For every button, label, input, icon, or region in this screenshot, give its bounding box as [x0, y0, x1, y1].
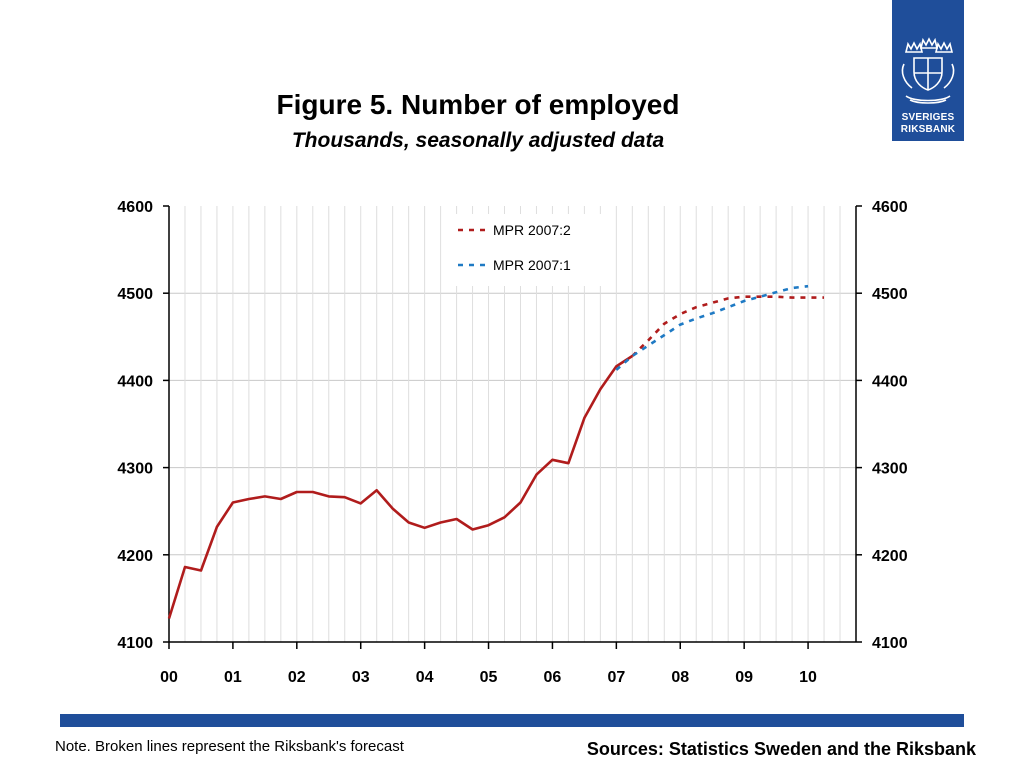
x-tick-label: 01 [224, 669, 242, 686]
x-tick-label: 02 [288, 669, 306, 686]
y-axis-labels-right: 4100 4200 4300 4400 4500 4600 [872, 199, 908, 652]
y-tick-label-right: 4100 [872, 635, 908, 652]
y-tick-label-left: 4200 [117, 548, 153, 565]
series-line-mpr-2007-1 [615, 284, 809, 371]
footnote: Note. Broken lines represent the Riksban… [55, 738, 404, 755]
x-tick-label: 03 [352, 669, 370, 686]
riksbank-logo: SVERIGES RIKSBANK [892, 0, 964, 141]
x-tick-label: 09 [735, 669, 753, 686]
chart-title: Figure 5. Number of employed [276, 89, 680, 120]
logo-text-line2: RIKSBANK [900, 124, 956, 135]
y-tick-label-left: 4600 [117, 199, 153, 216]
series-line-outcome [167, 354, 634, 619]
series-line-mpr-2007-2 [631, 295, 824, 357]
x-tick-label: 04 [416, 669, 434, 686]
employment-line-chart: MPR 2007:2 MPR 2007:1 4100 4200 4300 4400 450… [117, 199, 908, 686]
y-axis-labels-left: 4100 4200 4300 4400 4500 4600 [117, 199, 153, 652]
y-tick-label-right: 4300 [872, 461, 908, 478]
x-tick-label: 05 [480, 669, 498, 686]
chart-axes [163, 205, 862, 649]
legend-label: MPR 2007:2 [493, 222, 571, 238]
x-axis-labels: 00 01 02 03 04 05 06 07 08 09 10 [160, 669, 817, 686]
logo-text-line1: SVERIGES [901, 112, 955, 123]
riksbank-crest-icon [901, 37, 955, 104]
x-tick-label: 00 [160, 669, 178, 686]
y-tick-label-right: 4400 [872, 373, 908, 390]
y-tick-label-left: 4400 [117, 373, 153, 390]
legend-background [454, 214, 604, 286]
y-tick-label-left: 4300 [117, 461, 153, 478]
legend-label: MPR 2007:1 [493, 257, 571, 273]
sources-text: Sources: Statistics Sweden and the Riksb… [586, 739, 976, 759]
y-tick-label-right: 4600 [872, 199, 908, 216]
y-tick-label-left: 4500 [117, 286, 153, 303]
x-tick-label: 06 [544, 669, 562, 686]
footer-bar [60, 714, 964, 727]
y-tick-label-right: 4500 [872, 286, 908, 303]
chart-subtitle: Thousands, seasonally adjusted data [291, 129, 665, 152]
series-layer [167, 284, 824, 619]
y-tick-label-left: 4100 [117, 635, 153, 652]
x-tick-label: 10 [799, 669, 817, 686]
y-tick-label-right: 4200 [872, 548, 908, 565]
x-tick-label: 08 [671, 669, 689, 686]
chart-legend: MPR 2007:2 MPR 2007:1 [454, 214, 604, 286]
x-tick-label: 07 [607, 669, 625, 686]
gridlines [169, 206, 856, 642]
